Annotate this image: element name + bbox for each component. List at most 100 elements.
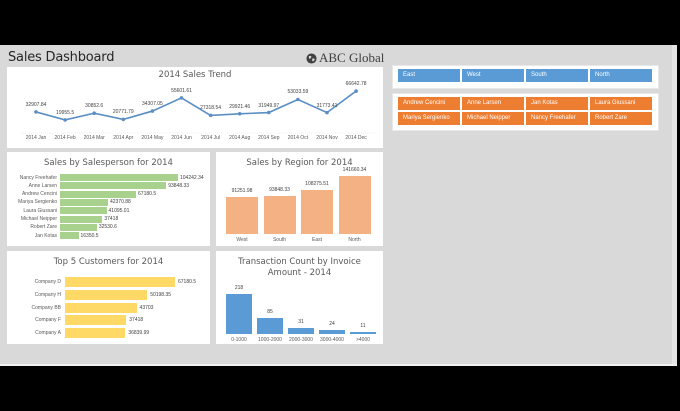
data-point[interactable] (354, 89, 358, 93)
sales-line (35, 90, 357, 121)
data-point[interactable] (34, 110, 38, 114)
y-tick-label: Andrew Cencini (21, 191, 57, 198)
y-tick-label: Mariya Sergienko (18, 199, 57, 206)
data-point[interactable] (150, 109, 155, 113)
slicer-item-michael-neipper[interactable]: Michael Neipper (462, 112, 524, 125)
top-customers-chart: Top 5 Customers for 2014 Company D 67180.… (7, 251, 210, 344)
bar[interactable] (263, 195, 296, 234)
bar[interactable] (60, 207, 107, 215)
data-point[interactable] (92, 111, 96, 116)
data-point[interactable] (208, 113, 213, 118)
salesperson-slicer: Andrew Cencini Anne Larsen Jan Kotas Laura … (392, 93, 659, 131)
bar[interactable] (60, 182, 167, 190)
y-tick-label: Robert Zare (30, 224, 57, 231)
y-tick-label: Michael Neipper (20, 216, 57, 222)
bar[interactable] (60, 215, 103, 223)
slicer-item-south[interactable]: South (526, 69, 588, 82)
y-tick-label: Company BB (31, 304, 61, 311)
x-tick-label: 2014 Oct (287, 135, 309, 141)
slicer-item-east[interactable]: East (398, 69, 460, 82)
data-label: 37418 (104, 216, 119, 222)
data-label: 41095.01 (108, 207, 130, 214)
bar[interactable] (65, 328, 126, 339)
x-tick-label: >4000 (355, 337, 371, 343)
bar[interactable] (60, 232, 79, 240)
x-tick-label: 3000-4000 (320, 337, 344, 343)
data-label: 42370.88 (109, 199, 131, 206)
y-tick-label: Company H (34, 291, 61, 298)
bar[interactable] (60, 174, 178, 181)
data-label: 32530.6 (98, 224, 117, 231)
slicer-item-mariya-sergienko[interactable]: Mariya Sergienko (398, 112, 460, 125)
slicer-item-north[interactable]: North (590, 69, 652, 82)
x-tick-label: 2014 Jul (201, 135, 221, 141)
bar[interactable] (65, 277, 175, 287)
data-label: 24 (329, 320, 335, 327)
data-point[interactable] (325, 110, 329, 115)
data-label: 20771.79 (112, 109, 134, 116)
x-tick-label: 2014 Nov (316, 135, 338, 141)
bar[interactable] (350, 331, 376, 334)
bar[interactable] (65, 289, 148, 300)
slicer-item-anne-larsen[interactable]: Anne Larsen (462, 97, 524, 110)
x-tick-label: 2014 Jun (171, 135, 192, 141)
transaction-count-chart: Transaction Count by Invoice Amount - 20… (216, 251, 383, 344)
bar[interactable] (257, 318, 283, 334)
data-label: 27318.54 (200, 105, 222, 112)
x-tick-label: West (236, 237, 248, 243)
data-label: 104242.34 (180, 174, 204, 181)
data-point[interactable] (121, 117, 126, 122)
globe-icon (306, 52, 317, 64)
data-label: 19955.5 (56, 109, 75, 116)
x-tick-label: North (348, 237, 361, 243)
data-point[interactable] (179, 96, 184, 100)
data-label: 31949.97 (258, 102, 280, 109)
data-label: 53033.59 (287, 89, 309, 96)
sales-trend-chart: 2014 Sales Trend 32907.84 2014 Jan 19955.5… (7, 67, 383, 148)
x-tick-label: 2014 Apr (113, 135, 134, 141)
y-tick-label: Jan Kotas (34, 232, 57, 239)
bar[interactable] (338, 176, 371, 234)
data-label: 67180.5 (138, 191, 157, 198)
slicer-item-jan-kotas[interactable]: Jan Kotas (526, 97, 588, 110)
data-point[interactable] (237, 111, 242, 116)
vertical-scrollbar[interactable] (672, 45, 677, 364)
x-tick-label: East (311, 237, 322, 243)
brand-logo: ABC Global (306, 50, 384, 66)
data-label: 37418 (129, 317, 144, 324)
region-slicer: East West South North (392, 65, 659, 89)
bar[interactable] (65, 315, 127, 326)
bar[interactable] (60, 190, 137, 198)
bar[interactable] (226, 294, 252, 334)
data-point[interactable] (63, 118, 67, 122)
x-tick-label: 1000-2000 (258, 337, 282, 343)
bar[interactable] (60, 198, 108, 206)
data-point[interactable] (267, 110, 271, 115)
data-label: 43703 (139, 304, 154, 311)
bar[interactable] (288, 328, 314, 334)
slicer-item-andrew-cencini[interactable]: Andrew Cencini (398, 97, 460, 110)
slicer-item-nancy-freehafer[interactable]: Nancy Freehafer (526, 112, 588, 125)
data-label: 34307.05 (141, 101, 163, 108)
x-tick-label: 2014 Dec (345, 135, 367, 141)
bar[interactable] (301, 189, 333, 234)
bar[interactable] (60, 223, 97, 231)
page-title: Sales Dashboard (8, 50, 115, 65)
brand-name: ABC Global (319, 50, 385, 65)
x-tick-label: 2000-3000 (289, 337, 313, 343)
y-tick-label: Company D (34, 279, 61, 285)
slicer-item-west[interactable]: West (462, 69, 524, 82)
x-tick-label: 0-1000 (231, 337, 247, 343)
bar[interactable] (319, 329, 345, 334)
data-label: 141660.34 (342, 167, 367, 173)
data-label: 93848.33 (168, 182, 190, 189)
data-label: 50198.35 (150, 291, 172, 298)
data-point[interactable] (296, 97, 300, 102)
bar[interactable] (226, 196, 258, 234)
chart-title-line-1: Transaction Count by Invoice (238, 257, 361, 267)
slicer-item-laura-giussani[interactable]: Laura Giussani (590, 97, 652, 110)
bar[interactable] (65, 302, 137, 313)
slicer-item-robert-zare[interactable]: Robert Zare (590, 112, 652, 125)
x-tick-label: South (272, 237, 287, 243)
x-tick-label: 2014 Feb (54, 135, 76, 141)
